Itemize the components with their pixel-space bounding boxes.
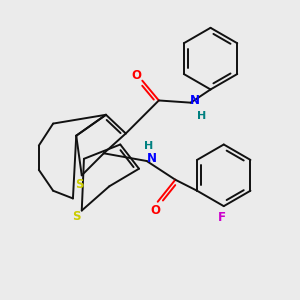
Text: O: O	[132, 69, 142, 82]
Text: H: H	[197, 111, 206, 121]
Text: O: O	[151, 204, 160, 217]
Text: N: N	[147, 152, 157, 165]
Text: F: F	[218, 211, 226, 224]
Text: N: N	[190, 94, 200, 107]
Text: S: S	[75, 178, 84, 190]
Text: S: S	[72, 209, 80, 223]
Text: H: H	[144, 141, 154, 151]
